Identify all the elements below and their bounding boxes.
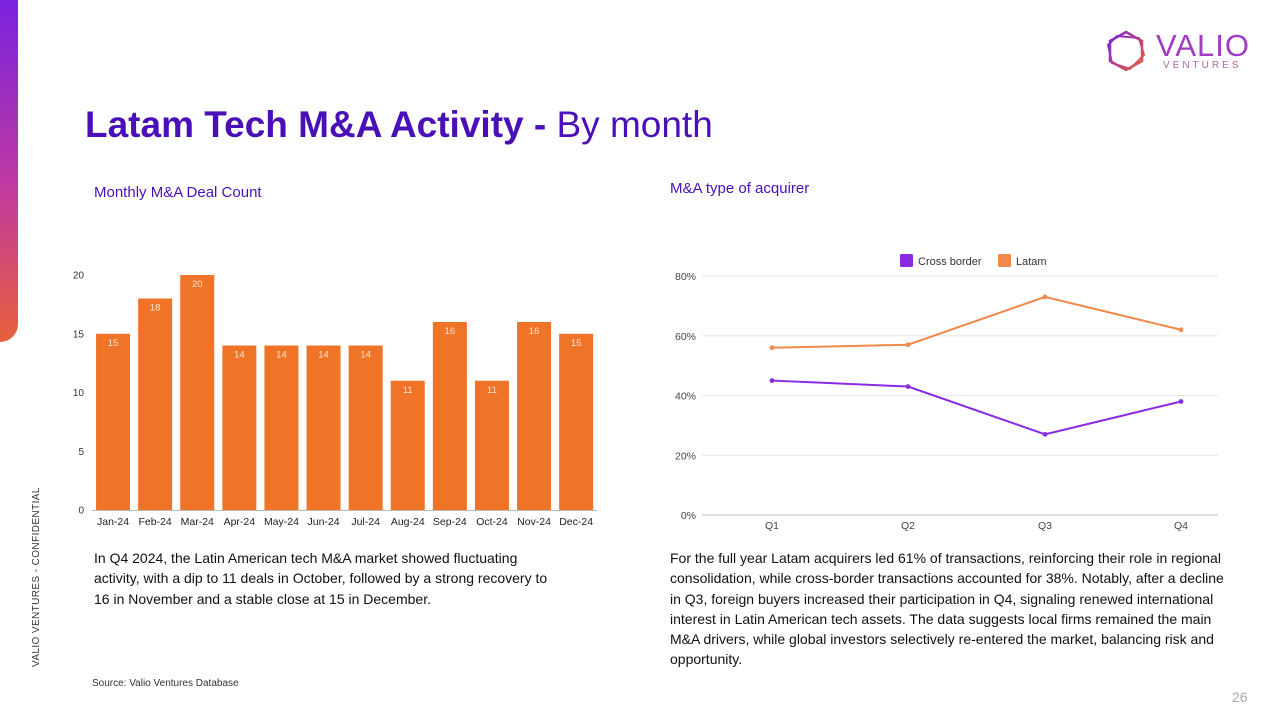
- line-y-tick-label: 80%: [675, 271, 696, 283]
- bar-data-label: 14: [360, 350, 371, 361]
- series-point-latam: [1178, 327, 1184, 333]
- bar-feb-24: [138, 298, 173, 510]
- bar-apr-24: [222, 345, 257, 510]
- bar-x-tick-label: Jan-24: [97, 516, 129, 528]
- series-point-cross-border: [1178, 399, 1184, 404]
- legend-label-latam: Latam: [1016, 256, 1047, 268]
- right-panel-heading: M&A type of acquirer: [670, 180, 810, 197]
- bar-x-tick-label: Jul-24: [351, 516, 380, 528]
- bar-y-tick-label: 0: [78, 506, 84, 517]
- bar-mar-24: [180, 275, 215, 510]
- bar-y-tick-label: 5: [78, 447, 84, 458]
- line-x-tick-label: Q4: [1174, 520, 1188, 532]
- bar-data-label: 15: [108, 338, 119, 349]
- bar-oct-24: [474, 380, 509, 510]
- monthly-deal-count-chart: 0 5 10 15 20 15 Jan-24 18 Feb-24 20 Mar-24 14 Apr-24…: [73, 271, 598, 528]
- page-number: 26: [1232, 689, 1248, 705]
- bar-aug-24: [390, 380, 425, 510]
- bar-x-tick-label: Apr-24: [224, 516, 256, 528]
- legend-swatch-latam: [998, 254, 1011, 267]
- left-panel-heading: Monthly M&A Deal Count: [94, 184, 262, 201]
- bar-data-label: 11: [487, 385, 497, 396]
- left-panel-body: In Q4 2024, the Latin American tech M&A …: [94, 550, 548, 607]
- series-point-latam: [905, 342, 911, 348]
- bar-x-tick-label: Sep-24: [433, 516, 467, 528]
- line-x-tick-label: Q1: [765, 520, 779, 532]
- confidential-label: VALIO VENTURES - CONFIDENTIAL: [31, 487, 42, 667]
- bar-x-tick-label: Jun-24: [307, 516, 339, 528]
- bar-x-tick-label: Oct-24: [476, 516, 508, 528]
- bar-data-label: 16: [445, 326, 456, 337]
- bar-sep-24: [432, 322, 467, 510]
- bar-y-tick-label: 20: [73, 271, 85, 282]
- logo-wordmark: VALIO: [1156, 28, 1251, 63]
- bar-data-label: 16: [529, 326, 540, 337]
- series-point-cross-border: [769, 378, 775, 383]
- legend-swatch-cross-border: [900, 254, 913, 267]
- title-light: By month: [546, 104, 713, 145]
- bar-dec-24: [559, 333, 594, 510]
- bar-y-tick-label: 10: [73, 388, 85, 399]
- source-note: Source: Valio Ventures Database: [92, 678, 239, 689]
- series-point-cross-border: [905, 384, 911, 389]
- series-point-latam: [1042, 294, 1048, 300]
- bar-x-tick-label: Nov-24: [517, 516, 551, 528]
- line-y-tick-label: 0%: [681, 510, 696, 522]
- bar-x-tick-label: Mar-24: [181, 516, 214, 528]
- bar-nov-24: [517, 322, 552, 510]
- line-y-tick-label: 20%: [675, 450, 696, 462]
- page-title: Latam Tech M&A Activity - By month: [85, 104, 713, 146]
- series-point-cross-border: [1042, 431, 1048, 437]
- bar-x-tick-label: Dec-24: [559, 516, 593, 528]
- bar-x-tick-label: May-24: [264, 516, 299, 528]
- line-y-tick-label: 40%: [675, 391, 696, 403]
- series-line-cross-border: [771, 379, 1182, 436]
- bar-data-label: 15: [571, 338, 582, 349]
- line-y-tick-label: 60%: [675, 331, 696, 343]
- legend-label-cross-border: Cross border: [918, 256, 982, 268]
- bar-data-label: 20: [192, 279, 203, 290]
- valio-logo-icon: [1106, 30, 1146, 72]
- bar-data-label: 11: [403, 385, 413, 396]
- right-panel-body: For the full year Latam acquirers led 61…: [670, 550, 1224, 668]
- bar-data-label: 14: [276, 350, 287, 361]
- bar-x-tick-label: Feb-24: [139, 516, 172, 528]
- bar-jun-24: [306, 345, 341, 510]
- bar-may-24: [264, 345, 299, 510]
- series-line-latam: [771, 295, 1182, 349]
- line-x-tick-label: Q3: [1038, 520, 1052, 532]
- bar-y-tick-label: 15: [73, 329, 85, 340]
- bar-data-label: 14: [318, 350, 329, 361]
- bar-data-label: 18: [150, 303, 161, 314]
- line-x-tick-label: Q2: [901, 520, 915, 532]
- logo-subtitle: VENTURES: [1163, 60, 1242, 71]
- acquirer-type-chart: 0% 20% 40% 60% 80% Q1 Q2 Q3 Q4 Cross border Latam: [675, 254, 1218, 532]
- bar-data-label: 14: [234, 350, 245, 361]
- accent-side-bar: [0, 0, 18, 342]
- bar-x-tick-label: Aug-24: [391, 516, 425, 528]
- series-point-latam: [769, 345, 775, 351]
- bar-jan-24: [96, 333, 131, 510]
- bar-jul-24: [348, 345, 383, 510]
- title-bold: Latam Tech M&A Activity -: [85, 104, 547, 145]
